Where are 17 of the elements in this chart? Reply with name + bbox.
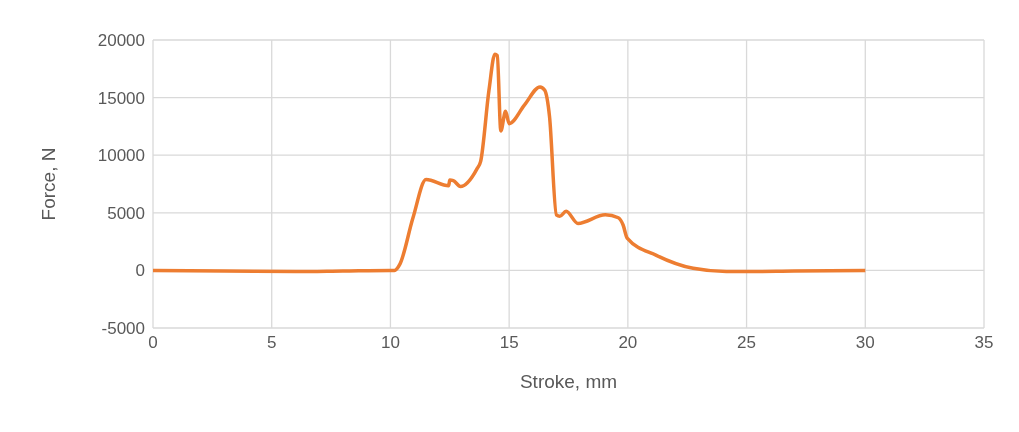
x-tick-label: 10 [380,333,400,353]
x-tick-label: 30 [855,333,875,353]
y-tick-label: -5000 [101,319,145,339]
x-axis-title: Stroke, mm [519,371,618,392]
x-tick-label: 35 [974,333,994,353]
x-tick-label: 20 [618,333,638,353]
x-tick-label: 5 [266,333,277,353]
y-tick-label: 0 [135,261,145,281]
y-tick-label: 15000 [97,88,145,108]
x-tick-label: 15 [499,333,519,353]
y-tick-label: 10000 [97,146,145,166]
x-tick-label: 25 [737,333,757,353]
x-tick-label: 0 [148,333,158,353]
y-tick-label: 20000 [97,31,145,51]
y-axis-title: Force, N [37,147,59,221]
line-series [153,52,868,274]
y-tick-label: 5000 [107,203,145,223]
